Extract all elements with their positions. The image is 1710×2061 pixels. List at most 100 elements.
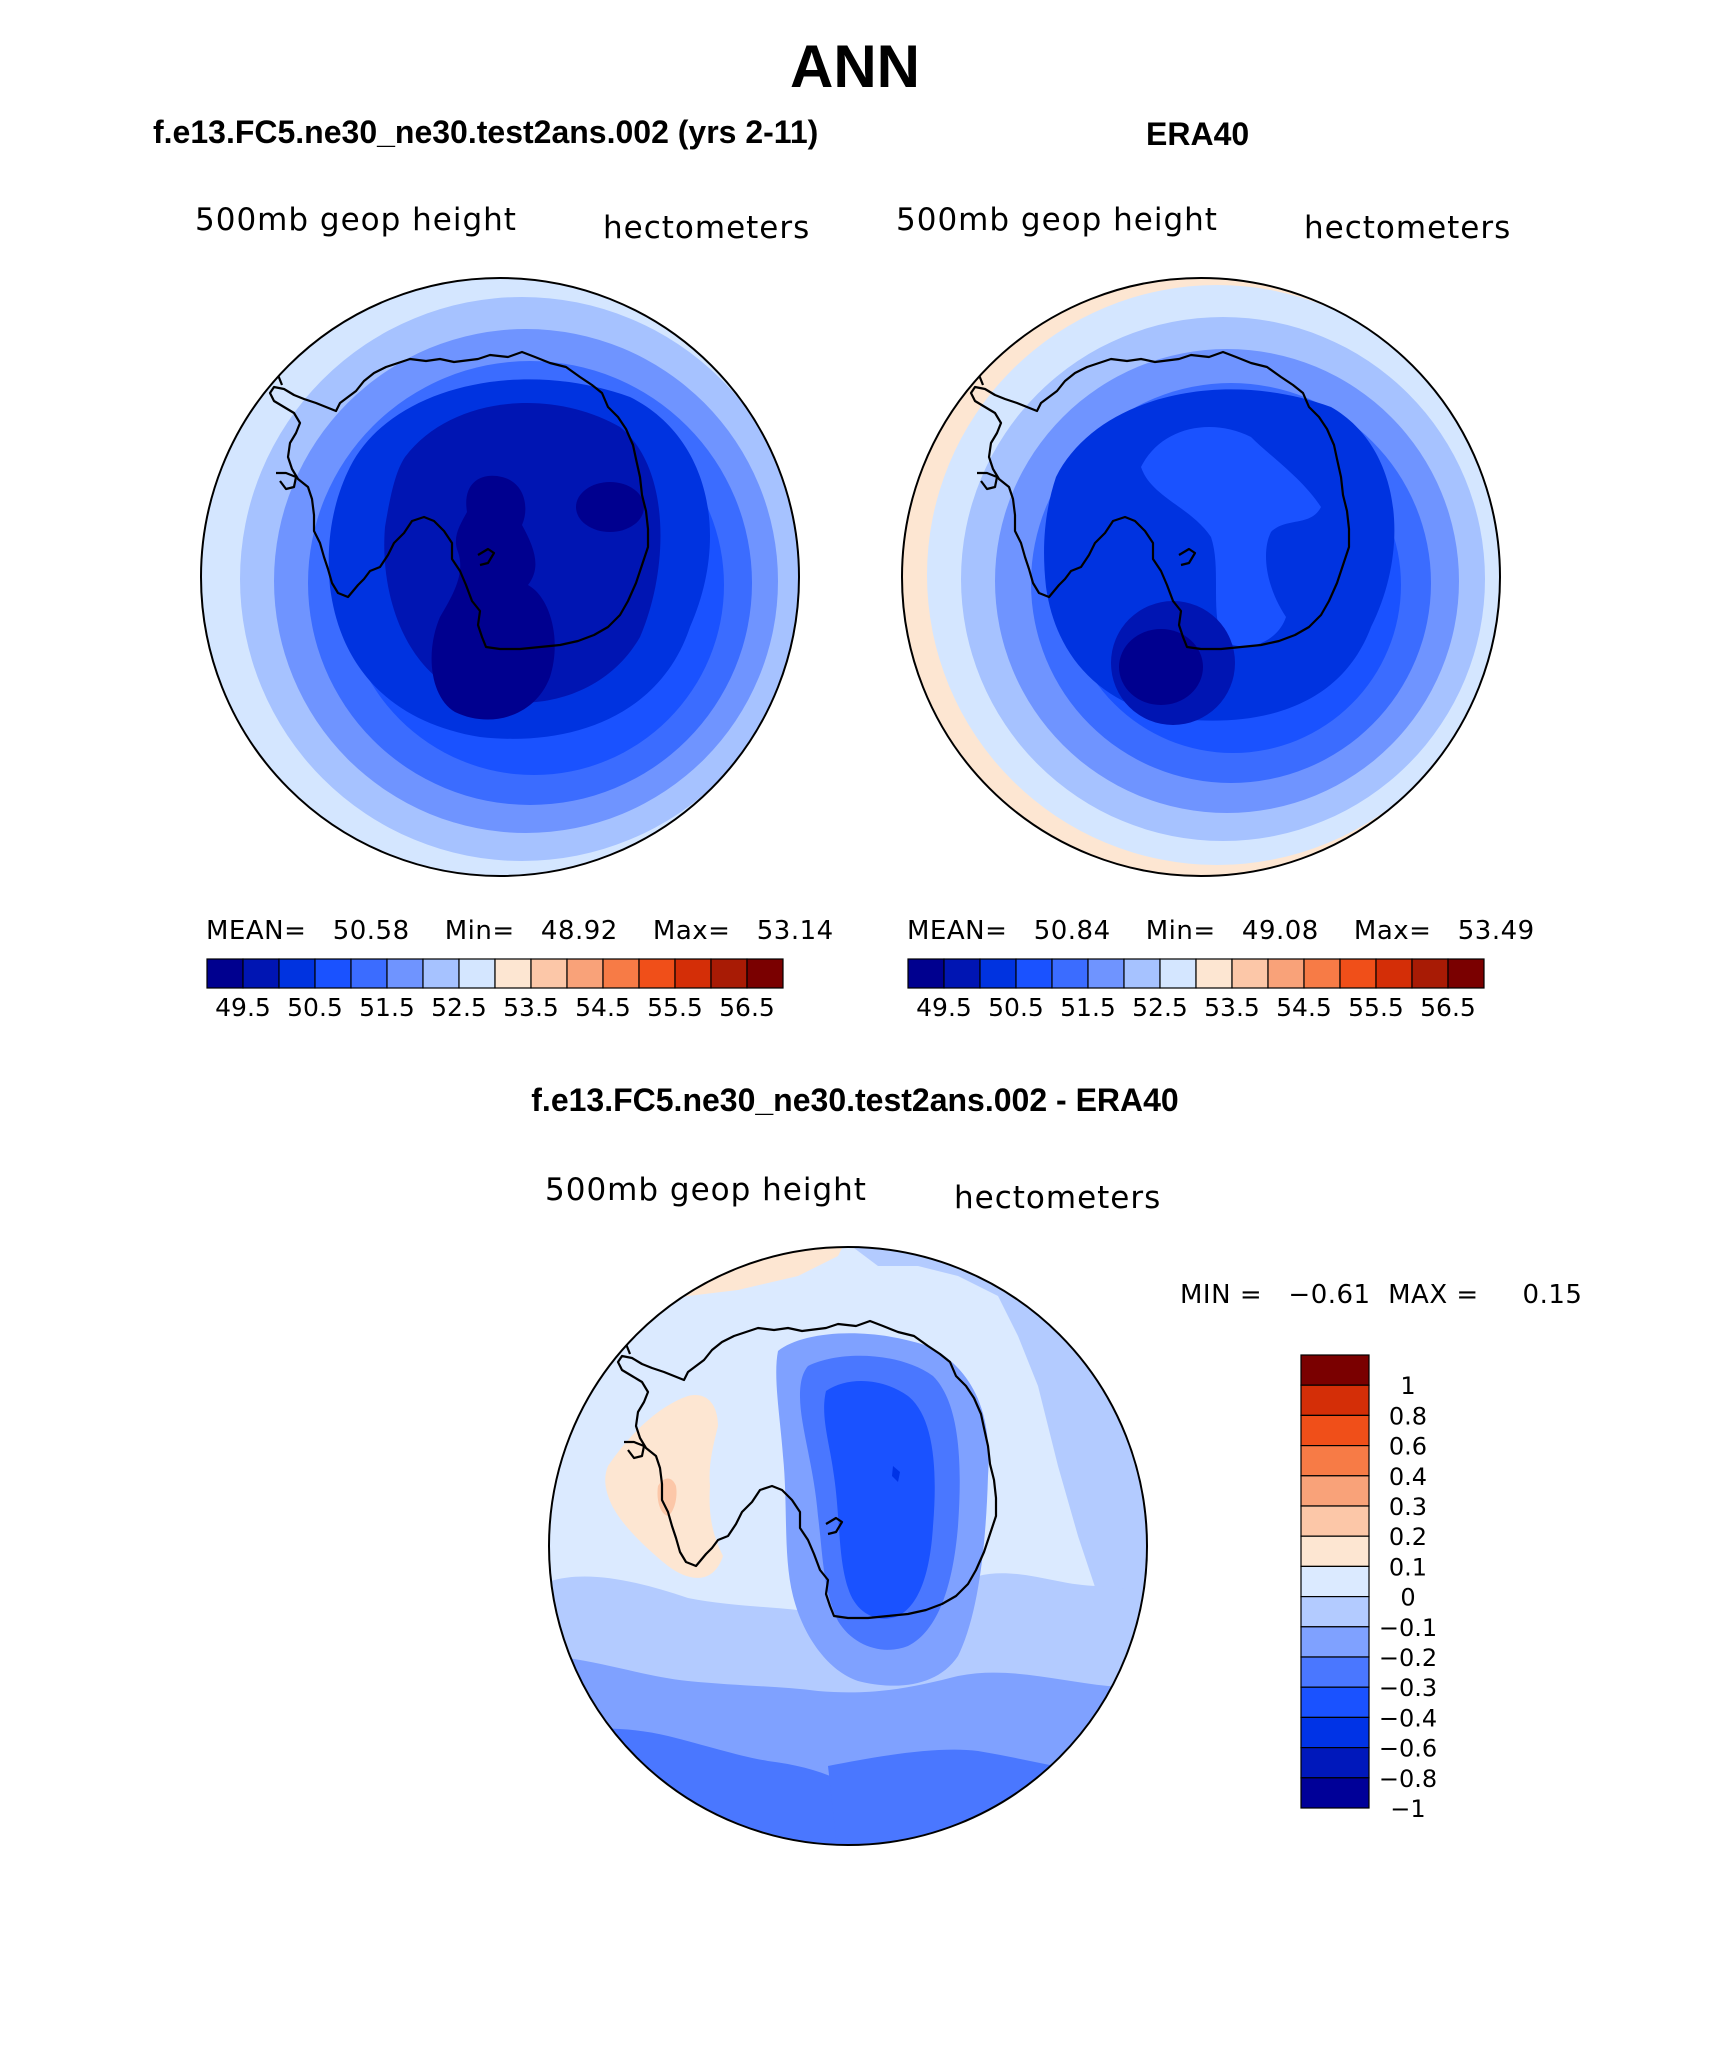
- diff-map-border: [548, 1246, 1148, 1846]
- model-colorbar-box: [566, 958, 604, 989]
- obs-colorbar-tick-label: 56.5: [1420, 993, 1476, 1022]
- model-min-value: 48.92: [540, 916, 618, 946]
- model-colorbar-box: [422, 958, 460, 989]
- model-stats: MEAN= 50.58 Min= 48.92 Max= 53.14: [206, 916, 834, 946]
- model-mean-label: MEAN=: [206, 916, 307, 946]
- diff-colorbar-tick-label: 0.8: [1389, 1402, 1427, 1430]
- diff-colorbar-box: [1300, 1686, 1370, 1719]
- model-variable-label: 500mb geop height: [195, 202, 517, 238]
- model-colorbar-box: [278, 958, 316, 989]
- diff-colorbar-box: [1300, 1596, 1370, 1628]
- diff-colorbar-tick-label: −0.3: [1379, 1674, 1437, 1702]
- obs-min-label: Min=: [1145, 916, 1216, 946]
- model-colorbar-tick-label: 50.5: [287, 993, 343, 1022]
- diff-colorbar-box: [1300, 1384, 1370, 1417]
- diff-colorbar-tick-label: −0.8: [1379, 1765, 1437, 1793]
- model-colorbar-tick-label: 56.5: [719, 993, 775, 1022]
- obs-max-label: Max=: [1353, 916, 1432, 946]
- obs-colorbar-box: [1123, 958, 1161, 989]
- diff-colorbar-tick-label: 0.1: [1389, 1553, 1427, 1581]
- obs-mean-value: 50.84: [1033, 916, 1111, 946]
- obs-map-border: [901, 277, 1501, 877]
- model-colorbar-box: [602, 958, 640, 989]
- diff-colorbar-box: [1300, 1444, 1370, 1477]
- model-colorbar-box: [530, 958, 568, 989]
- obs-colorbar-tick-label: 50.5: [988, 993, 1044, 1022]
- diff-colorbar-tick-label: 0.3: [1389, 1493, 1427, 1521]
- obs-colorbar: 49.5 50.5 51.5 52.5 53.5 54.5 55.5 56.5: [907, 958, 1485, 1022]
- diff-colorbar-box: [1300, 1535, 1370, 1567]
- model-colorbar-box: [350, 958, 388, 989]
- diff-colorbar-box: [1300, 1414, 1370, 1447]
- diff-colorbar-tick-label: 0: [1400, 1584, 1415, 1612]
- obs-variable-label: 500mb geop height: [896, 202, 1218, 238]
- diff-colorbar-tick-label: −1: [1390, 1795, 1425, 1823]
- obs-colorbar-box: [1195, 958, 1233, 989]
- model-colorbar-tick-label: 55.5: [647, 993, 703, 1022]
- obs-colorbar-tick-label: 54.5: [1276, 993, 1332, 1022]
- diff-colorbar-box: [1300, 1626, 1370, 1658]
- diff-colorbar-tick-label: 1: [1400, 1372, 1415, 1400]
- obs-max-value: 53.49: [1457, 916, 1535, 946]
- model-colorbar-box: [458, 958, 496, 989]
- model-colorbar-tick-label: 51.5: [359, 993, 415, 1022]
- model-min-label: Min=: [444, 916, 515, 946]
- model-colorbar-box: [242, 958, 280, 989]
- diff-max-label: MAX =: [1388, 1280, 1479, 1310]
- obs-colorbar-box: [943, 958, 981, 989]
- obs-colorbar-box: [1015, 958, 1053, 989]
- diff-colorbar-box: [1300, 1565, 1370, 1598]
- diff-map: [548, 1246, 1148, 1846]
- model-panel-title: f.e13.FC5.ne30_ne30.test2ans.002 (yrs 2-…: [153, 114, 819, 150]
- diff-colorbar-tick-label: −0.6: [1379, 1735, 1437, 1763]
- obs-colorbar-tick-label: 53.5: [1204, 993, 1260, 1022]
- model-colorbar-box: [494, 958, 532, 989]
- obs-colorbar-tick-label: 52.5: [1132, 993, 1188, 1022]
- obs-colorbar-tick-label: 49.5: [916, 993, 972, 1022]
- model-map: [200, 277, 800, 877]
- obs-colorbar-box: [1411, 958, 1449, 989]
- diff-min-label: MIN =: [1180, 1280, 1263, 1310]
- obs-panel-title: ERA40: [1146, 116, 1250, 152]
- diff-colorbar-tick-label: 0.2: [1389, 1523, 1427, 1551]
- diff-contour-fill: [549, 1247, 1147, 1845]
- model-colorbar-box: [710, 958, 748, 989]
- diff-colorbar-box: [1300, 1354, 1370, 1386]
- diff-colorbar-tick-label: −0.4: [1379, 1704, 1437, 1732]
- diff-colorbar-box: [1300, 1505, 1370, 1537]
- obs-colorbar-box: [1159, 958, 1197, 989]
- model-mean-value: 50.58: [332, 916, 410, 946]
- model-colorbar: 49.5 50.5 51.5 52.5 53.5 54.5 55.5 56.5: [206, 958, 784, 1022]
- diff-colorbar-box: [1300, 1716, 1370, 1749]
- obs-colorbar-tick-label: 55.5: [1348, 993, 1404, 1022]
- model-colorbar-box: [314, 958, 352, 989]
- model-colorbar-tick-label: 54.5: [575, 993, 631, 1022]
- obs-colorbar-box: [1339, 958, 1377, 989]
- diff-variable-label: 500mb geop height: [545, 1172, 867, 1208]
- diff-colorbar-tick-label: −0.2: [1379, 1644, 1437, 1672]
- obs-min-value: 49.08: [1241, 916, 1319, 946]
- obs-colorbar-box: [1087, 958, 1125, 989]
- model-colorbar-box: [746, 958, 784, 989]
- obs-colorbar-box: [979, 958, 1017, 989]
- model-units-label: hectometers: [603, 210, 811, 246]
- diff-colorbar: 10.8 0.60.40.30.20.1 0−0.1−0.2−0.3−0.4 −0.6…: [1300, 1354, 1437, 1823]
- diff-panel-title: f.e13.FC5.ne30_ne30.test2ans.002 - ERA40: [531, 1082, 1179, 1118]
- diff-colorbar-box: [1300, 1656, 1370, 1688]
- obs-colorbar-box: [1231, 958, 1269, 989]
- obs-colorbar-box: [1447, 958, 1485, 989]
- obs-colorbar-tick-label: 51.5: [1060, 993, 1116, 1022]
- model-colorbar-box: [674, 958, 712, 989]
- obs-map: [901, 277, 1501, 877]
- obs-colorbar-box: [1051, 958, 1089, 989]
- diff-colorbar-box: [1300, 1747, 1370, 1779]
- diff-min-value: −0.61: [1288, 1280, 1371, 1310]
- model-colorbar-tick-label: 53.5: [503, 993, 559, 1022]
- obs-colorbar-box: [1267, 958, 1305, 989]
- obs-colorbar-box: [1375, 958, 1413, 989]
- model-colorbar-tick-label: 49.5: [215, 993, 271, 1022]
- diff-colorbar-box: [1300, 1475, 1370, 1507]
- model-colorbar-box: [386, 958, 424, 989]
- model-max-label: Max=: [652, 916, 731, 946]
